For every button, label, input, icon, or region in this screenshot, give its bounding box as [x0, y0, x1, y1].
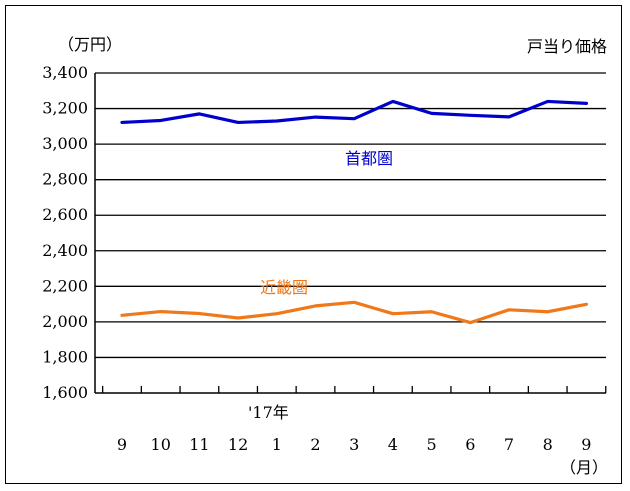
- x-tick-label: 10: [151, 435, 171, 454]
- x-tick-label: 12: [228, 435, 248, 454]
- x-tick-label: 9: [581, 435, 591, 454]
- x-tick-label: 5: [427, 435, 437, 454]
- x-tick-label: 4: [388, 435, 398, 454]
- year-marker-label: '17年: [248, 403, 289, 422]
- chart-frame: [5, 5, 622, 484]
- y-tick-label: 2,200: [42, 276, 88, 295]
- series-line-0: [120, 99, 589, 125]
- series-layer: [120, 99, 589, 325]
- x-tick-label: 1: [272, 435, 282, 454]
- y-tick-label: 3,000: [42, 134, 88, 153]
- series-line-1: [120, 300, 589, 325]
- x-axis: 9 10 11 12 1 2 3 4 5 6 7 8 9: [95, 386, 607, 454]
- y-tick-label: 1,800: [42, 347, 88, 366]
- gridlines: [95, 72, 606, 359]
- y-axis: 1,600 1,800 2,000 2,200 2,400 2,600 2,800 3,000…: [42, 63, 96, 402]
- y-tick-label: 3,400: [42, 63, 88, 82]
- y-tick-label: 2,600: [42, 205, 88, 224]
- x-tick-label: 8: [543, 435, 553, 454]
- y-tick-label: 2,000: [42, 312, 88, 331]
- y-tick-label: 2,800: [42, 170, 88, 189]
- y-tick-label: 1,600: [42, 383, 88, 402]
- x-tick-label: 11: [189, 435, 209, 454]
- chart-title: 戸当り価格: [527, 37, 607, 56]
- x-tick-label: 7: [504, 435, 514, 454]
- y-axis-unit-label: （万円）: [58, 35, 122, 54]
- x-tick-label: 6: [465, 435, 475, 454]
- y-tick-label: 2,400: [42, 241, 88, 260]
- x-tick-label: 2: [310, 435, 320, 454]
- series-label-shutoken: 首都圏: [345, 149, 393, 168]
- x-tick-label: 3: [349, 435, 359, 454]
- x-tick-label: 9: [117, 435, 127, 454]
- x-axis-unit-label: （月）: [560, 458, 608, 477]
- series-label-kinkiken: 近畿圏: [260, 278, 308, 297]
- y-tick-label: 3,200: [42, 99, 88, 118]
